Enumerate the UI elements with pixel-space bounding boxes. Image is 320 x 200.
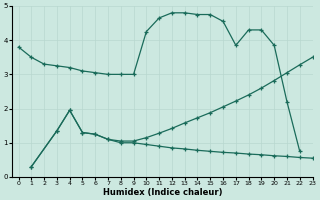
X-axis label: Humidex (Indice chaleur): Humidex (Indice chaleur) [103, 188, 222, 197]
